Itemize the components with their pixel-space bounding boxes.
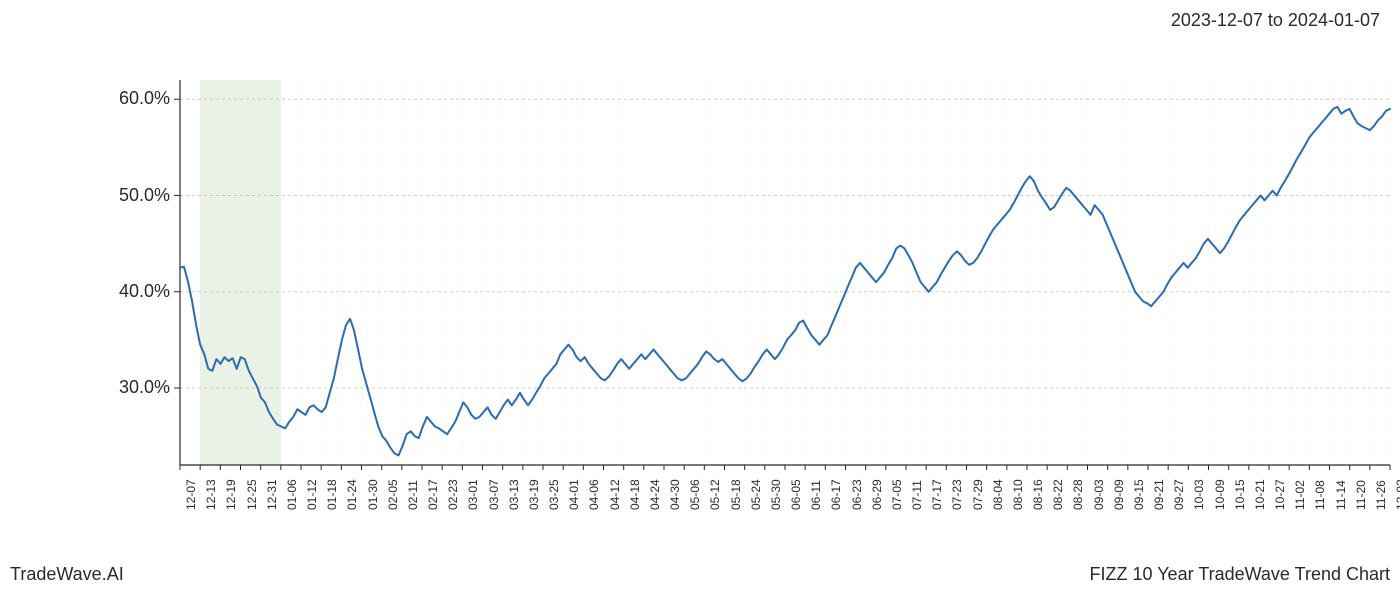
- x-axis-label: 08-10: [1011, 479, 1025, 510]
- x-axis-label: 03-13: [507, 479, 521, 510]
- x-axis-label: 04-12: [608, 479, 622, 510]
- x-axis-label: 04-06: [587, 479, 601, 510]
- x-axis-label: 07-29: [971, 479, 985, 510]
- y-axis-label: 60.0%: [100, 88, 170, 109]
- x-axis-label: 08-22: [1051, 479, 1065, 510]
- x-axis-label: 09-09: [1112, 479, 1126, 510]
- x-axis-label: 10-03: [1192, 479, 1206, 510]
- x-axis-label: 06-05: [789, 479, 803, 510]
- x-axis-label: 12-31: [265, 479, 279, 510]
- x-axis-label: 01-06: [285, 479, 299, 510]
- x-axis-label: 12-07: [184, 479, 198, 510]
- x-axis-label: 05-18: [729, 479, 743, 510]
- x-axis-label: 10-27: [1273, 479, 1287, 510]
- x-axis-label: 05-12: [708, 479, 722, 510]
- x-axis-label: 10-15: [1233, 479, 1247, 510]
- x-axis-label: 06-29: [870, 479, 884, 510]
- x-axis-label: 03-07: [487, 479, 501, 510]
- x-axis-label: 09-15: [1132, 479, 1146, 510]
- x-axis-label: 05-30: [769, 479, 783, 510]
- x-axis-label: 08-04: [991, 479, 1005, 510]
- x-axis-label: 06-23: [850, 479, 864, 510]
- x-axis-label: 04-24: [648, 479, 662, 510]
- chart-title: FIZZ 10 Year TradeWave Trend Chart: [1090, 564, 1390, 585]
- x-axis-label: 01-24: [345, 479, 359, 510]
- x-axis-label: 06-11: [809, 480, 823, 510]
- x-axis-label: 04-30: [668, 479, 682, 510]
- x-axis-label: 05-24: [749, 479, 763, 510]
- x-axis-label: 05-06: [688, 479, 702, 510]
- x-axis-label: 12-19: [224, 479, 238, 510]
- x-axis-label: 03-19: [527, 479, 541, 510]
- x-axis-label: 08-16: [1031, 479, 1045, 510]
- y-axis-label: 50.0%: [100, 185, 170, 206]
- x-axis-label: 11-02: [1293, 480, 1307, 510]
- x-axis-label: 07-17: [930, 479, 944, 510]
- x-axis-label: 06-17: [829, 479, 843, 510]
- x-axis-label: 09-21: [1152, 479, 1166, 510]
- x-axis-label: 02-23: [446, 479, 460, 510]
- y-axis-label: 30.0%: [100, 377, 170, 398]
- x-axis-label: 10-21: [1253, 479, 1267, 510]
- x-axis-label: 12-25: [245, 479, 259, 510]
- x-axis-label: 09-03: [1092, 479, 1106, 510]
- x-axis-label: 11-14: [1334, 480, 1348, 510]
- y-axis-label: 40.0%: [100, 281, 170, 302]
- brand-label: TradeWave.AI: [10, 564, 124, 585]
- x-axis-label: 12-02: [1394, 479, 1400, 510]
- x-axis-label: 04-01: [567, 479, 581, 510]
- x-axis-label: 12-13: [204, 479, 218, 510]
- x-axis-label: 09-27: [1172, 479, 1186, 510]
- trend-chart: [0, 50, 1400, 525]
- x-axis-label: 02-05: [386, 479, 400, 510]
- x-axis-label: 07-23: [950, 479, 964, 510]
- x-axis-label: 11-08: [1313, 480, 1327, 510]
- x-axis-label: 01-12: [305, 479, 319, 510]
- x-axis-label: 07-05: [890, 479, 904, 510]
- x-axis-label: 08-28: [1071, 479, 1085, 510]
- x-axis-label: 03-01: [466, 479, 480, 510]
- x-axis-label: 07-11: [910, 480, 924, 510]
- x-axis-label: 10-09: [1213, 479, 1227, 510]
- x-axis-label: 11-20: [1354, 480, 1368, 510]
- x-axis-label: 01-30: [366, 479, 380, 510]
- x-axis-label: 02-11: [406, 480, 420, 510]
- x-axis-label: 11-26: [1374, 480, 1388, 510]
- x-axis-label: 01-18: [325, 479, 339, 510]
- x-axis-label: 03-25: [547, 479, 561, 510]
- x-axis-label: 04-18: [628, 479, 642, 510]
- x-axis-label: 02-17: [426, 479, 440, 510]
- date-range-label: 2023-12-07 to 2024-01-07: [1171, 10, 1380, 31]
- chart-container: 30.0% 40.0% 50.0% 60.0% 12-07 12-13 12-19 12-2…: [0, 50, 1400, 525]
